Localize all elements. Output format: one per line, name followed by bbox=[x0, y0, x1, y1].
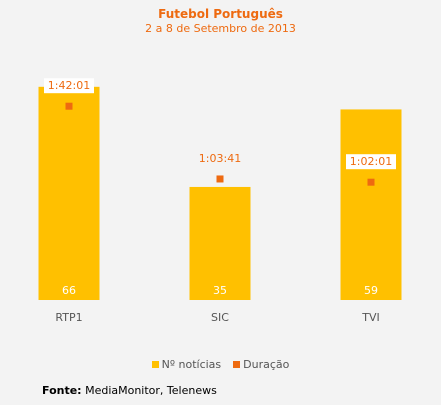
legend-swatch-news bbox=[151, 361, 159, 368]
source-label: Fonte: bbox=[42, 384, 82, 397]
legend-label-duration: Duração bbox=[243, 358, 290, 371]
chart-title: Futebol Português bbox=[158, 7, 283, 21]
bar-tvi bbox=[340, 109, 402, 301]
duration-marker-rtp1 bbox=[65, 102, 73, 110]
chart-subtitle: 2 a 8 de Setembro de 2013 bbox=[145, 22, 296, 35]
source-text: MediaMonitor, Telenews bbox=[85, 384, 217, 397]
legend-swatch-duration bbox=[233, 361, 241, 368]
category-label-tvi: TVI bbox=[361, 311, 380, 324]
bar-sic bbox=[189, 186, 251, 300]
legend-item-news[interactable]: Nº notícias bbox=[151, 358, 222, 371]
category-label-sic: SIC bbox=[211, 311, 229, 324]
duration-label-rtp1: 1:42:01 bbox=[48, 79, 90, 92]
bar-value-label-rtp1: 66 bbox=[62, 284, 76, 297]
duration-label-box-tvi bbox=[346, 154, 396, 170]
duration-label-box-rtp1 bbox=[44, 78, 94, 94]
duration-marker-sic bbox=[216, 175, 224, 183]
legend-item-duration[interactable]: Duração bbox=[233, 358, 289, 371]
duration-label-sic: 1:03:41 bbox=[199, 152, 241, 165]
duration-marker-tvi bbox=[367, 178, 375, 186]
legend-label-news: Nº notícias bbox=[161, 358, 222, 371]
source-note: Fonte: MediaMonitor, Telenews bbox=[42, 384, 217, 397]
bar-value-label-tvi: 59 bbox=[364, 284, 378, 297]
category-label-rtp1: RTP1 bbox=[55, 311, 82, 324]
bar-value-label-sic: 35 bbox=[213, 284, 227, 297]
chart-legend: Nº notícias Duração bbox=[0, 358, 441, 371]
duration-label-tvi: 1:02:01 bbox=[350, 155, 392, 168]
bar-rtp1 bbox=[38, 86, 100, 300]
